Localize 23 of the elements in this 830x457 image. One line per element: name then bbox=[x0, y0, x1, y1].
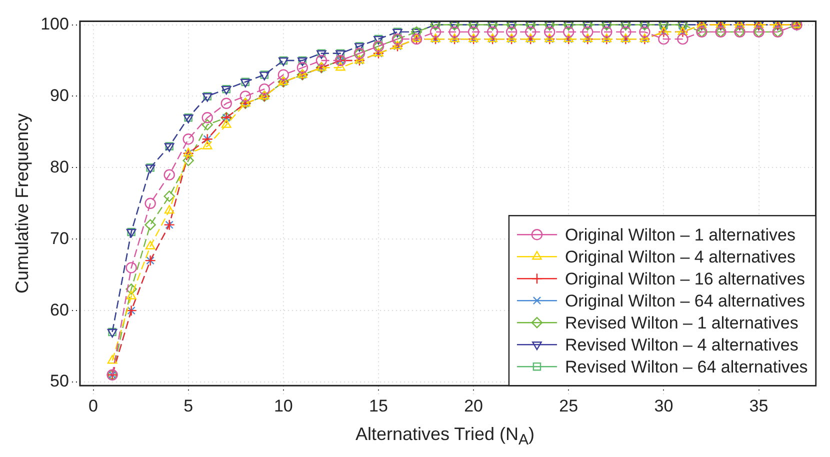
x-tick-label: 35 bbox=[749, 396, 768, 416]
legend-label: Original Wilton – 64 alternatives bbox=[564, 291, 805, 310]
legend-label: Revised Wilton – 1 alternatives bbox=[564, 313, 798, 332]
x-tick-label: 25 bbox=[559, 396, 578, 416]
x-tick-label: 20 bbox=[464, 396, 484, 416]
x-tick-label: 15 bbox=[369, 396, 388, 416]
y-tick-label: 100 bbox=[40, 14, 69, 34]
legend-label: Original Wilton – 16 alternatives bbox=[564, 269, 805, 288]
x-tick-label: 30 bbox=[654, 396, 674, 416]
y-tick-label: 60 bbox=[50, 300, 69, 320]
x-axis-title: Alternatives Tried (N$_{A}$) bbox=[354, 424, 536, 449]
y-tick-label: 90 bbox=[50, 86, 69, 105]
legend-label: Revised Wilton – 64 alternatives bbox=[564, 357, 808, 376]
x-tick-label: 5 bbox=[184, 396, 194, 416]
legend-label: Original Wilton – 1 alternatives bbox=[564, 225, 796, 244]
x-tick-label: 0 bbox=[88, 396, 98, 416]
legend-label: Original Wilton – 4 alternatives bbox=[564, 247, 796, 266]
x-tick-label: 10 bbox=[274, 396, 293, 416]
y-tick-label: 70 bbox=[50, 228, 69, 248]
legend-label: Revised Wilton – 4 alternatives bbox=[564, 335, 798, 354]
y-axis-title: Cumulative Frequency bbox=[12, 113, 32, 294]
y-tick-label: 80 bbox=[50, 157, 69, 176]
y-tick-label: 50 bbox=[50, 372, 69, 391]
